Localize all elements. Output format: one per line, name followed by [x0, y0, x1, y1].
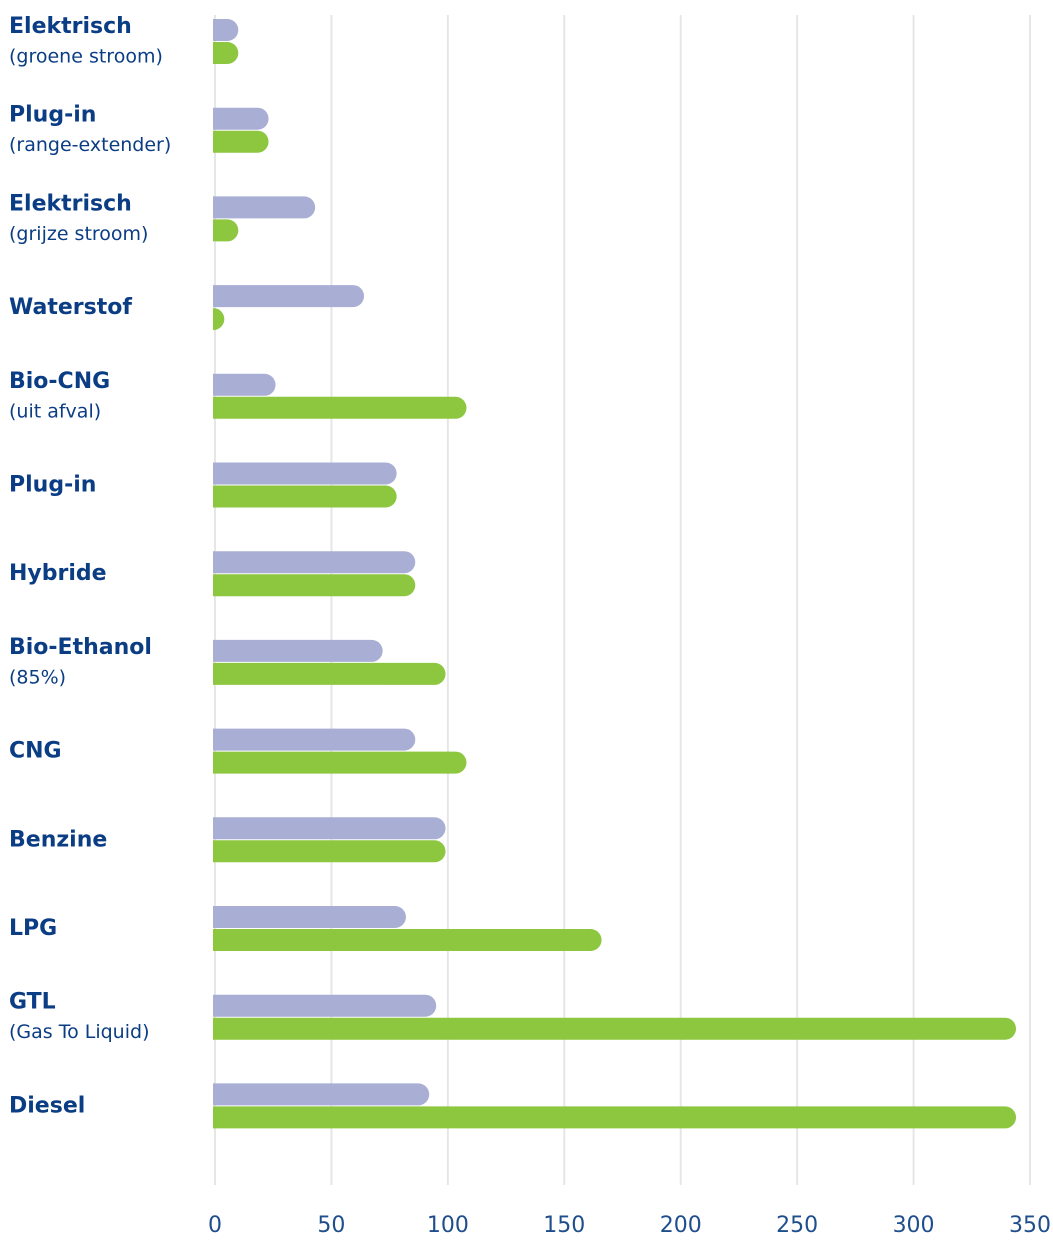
bar [213, 639, 383, 662]
category-label: CNG [9, 739, 62, 764]
bar [213, 929, 602, 951]
category-note: (range-extender) [9, 134, 171, 156]
bar [213, 485, 397, 508]
category-label: GTL [9, 990, 56, 1015]
bar [213, 728, 416, 751]
bar [213, 574, 416, 597]
bar [213, 840, 446, 863]
bar [213, 462, 397, 485]
x-tick-label: 100 [427, 1213, 469, 1238]
x-tick-label: 350 [1009, 1213, 1051, 1238]
bar [213, 817, 446, 840]
category-label: Diesel [9, 1093, 85, 1118]
category-label: Bio-Ethanol [9, 635, 152, 660]
x-tick-label: 0 [208, 1213, 222, 1238]
category-label: Benzine [9, 827, 107, 852]
bar [213, 196, 316, 219]
bar [213, 42, 239, 64]
category-note: (85%) [9, 666, 66, 688]
bar [212, 373, 276, 396]
bar [213, 662, 446, 685]
bar [213, 751, 467, 774]
bar [212, 130, 269, 153]
bar [213, 219, 239, 242]
x-tick-label: 300 [893, 1213, 935, 1238]
category-label: Elektrisch [9, 191, 132, 216]
bar [213, 994, 437, 1017]
category-label: Plug-in [9, 103, 96, 128]
category-note: (grijze stroom) [9, 223, 148, 245]
x-tick-label: 50 [317, 1213, 345, 1238]
bar [213, 308, 225, 331]
bar [213, 906, 406, 928]
category-label: Waterstof [9, 295, 132, 320]
x-tick-label: 250 [776, 1213, 818, 1238]
x-tick-label: 150 [543, 1213, 585, 1238]
bar [213, 1083, 430, 1106]
category-note: (Gas To Liquid) [9, 1021, 149, 1043]
bar [213, 1106, 1017, 1129]
bar [213, 396, 467, 419]
category-note: (uit afval) [9, 400, 101, 422]
bar [212, 107, 269, 130]
category-label: Elektrisch [9, 14, 132, 39]
category-label: LPG [9, 916, 57, 941]
category-label: Hybride [9, 561, 107, 586]
category-label: Bio-CNG [9, 369, 110, 394]
bar [213, 285, 365, 308]
category-note: (groene stroom) [9, 46, 163, 68]
bar [213, 551, 416, 574]
bar [213, 19, 239, 41]
bar [213, 1017, 1016, 1040]
x-tick-label: 200 [660, 1213, 702, 1238]
category-label: Plug-in [9, 473, 96, 498]
